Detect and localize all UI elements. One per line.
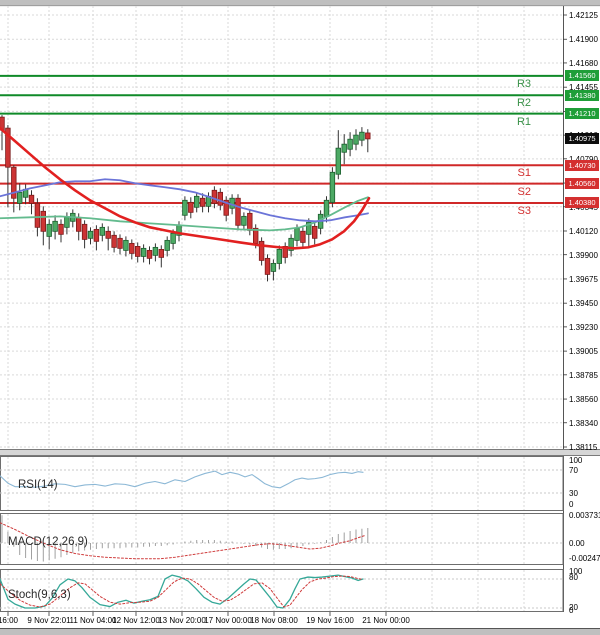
- candle: [193, 195, 200, 208]
- candle: [306, 221, 312, 235]
- window-top-strip: [0, 0, 600, 6]
- candle: [40, 210, 46, 232]
- candle: [58, 223, 64, 235]
- candle: [52, 220, 58, 232]
- stoch-panel-border: [0, 569, 564, 612]
- ma-fast-red-line: [0, 126, 371, 250]
- candle: [359, 131, 365, 141]
- candle: [129, 242, 135, 254]
- candle: [258, 240, 265, 261]
- candle: [252, 227, 259, 244]
- candle: [140, 247, 147, 257]
- candle: [247, 212, 253, 231]
- stoch-d-line: [0, 575, 364, 608]
- candle: [323, 199, 330, 217]
- candle: [16, 191, 23, 204]
- candle: [288, 237, 294, 251]
- window-bottom-strip: [0, 629, 600, 635]
- candle: [164, 239, 170, 251]
- candle: [152, 246, 159, 256]
- ma-slow-teal-line: [0, 196, 369, 232]
- candle: [28, 194, 35, 204]
- candle: [311, 225, 318, 239]
- candle: [264, 257, 271, 275]
- candle: [134, 246, 141, 257]
- candle: [217, 191, 223, 206]
- candle: [170, 232, 176, 244]
- candle: [158, 249, 164, 258]
- rsi-panel-border: [0, 456, 564, 511]
- candle: [64, 216, 70, 228]
- candle: [241, 215, 247, 226]
- candle: [81, 223, 88, 240]
- candle: [46, 223, 52, 237]
- candle: [365, 132, 371, 140]
- candle: [347, 138, 353, 150]
- candle: [270, 263, 277, 272]
- macd-panel-border: [0, 513, 564, 565]
- macd-signal-line: [0, 522, 366, 560]
- rsi-line: [0, 470, 364, 489]
- candle: [117, 237, 123, 249]
- candle: [105, 230, 111, 239]
- candle: [282, 246, 288, 258]
- candle: [87, 230, 94, 239]
- candle: [223, 199, 229, 216]
- stoch-k-line: [0, 574, 364, 609]
- candle: [335, 147, 341, 175]
- candle: [11, 166, 17, 199]
- candle: [294, 227, 300, 241]
- candle: [5, 127, 11, 168]
- candle: [99, 226, 105, 236]
- candle: [182, 199, 188, 216]
- candle: [123, 239, 129, 251]
- candle: [329, 171, 336, 203]
- candle: [353, 134, 359, 145]
- candle: [211, 189, 218, 204]
- candle: [34, 202, 41, 228]
- panel-divider: [0, 450, 600, 455]
- candle: [300, 230, 306, 243]
- candle: [76, 216, 82, 232]
- candle: [111, 234, 117, 248]
- candle: [146, 249, 153, 259]
- candle: [199, 197, 206, 207]
- candle: [235, 197, 241, 226]
- candle: [276, 249, 282, 264]
- candle: [93, 228, 100, 242]
- candle: [188, 201, 194, 213]
- candle: [341, 143, 347, 153]
